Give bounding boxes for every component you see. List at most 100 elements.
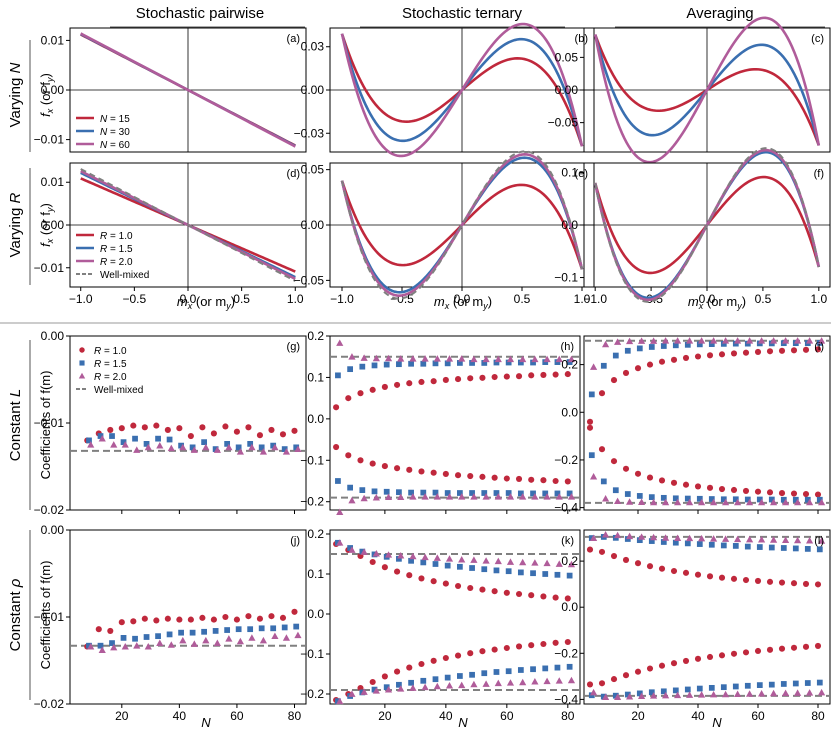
data-point-square xyxy=(768,544,775,551)
data-point-square xyxy=(493,490,500,496)
data-point-square xyxy=(469,671,475,678)
data-point-circle xyxy=(540,477,547,484)
data-point-square xyxy=(201,439,207,446)
y-tick-label: −0.01 xyxy=(34,261,65,275)
data-point-circle xyxy=(586,546,594,553)
data-point-square xyxy=(530,666,536,673)
data-point-circle xyxy=(95,626,102,633)
data-point-triangle xyxy=(144,443,152,451)
data-point-circle xyxy=(766,348,774,355)
data-point-triangle xyxy=(336,508,344,515)
data-point-triangle xyxy=(662,498,670,506)
data-point-circle xyxy=(658,565,666,572)
data-point-square xyxy=(505,568,512,575)
data-point-circle xyxy=(610,377,618,384)
data-point-square xyxy=(359,487,366,493)
y-tick-label: 0.00 xyxy=(41,329,65,343)
data-point-circle xyxy=(742,649,750,656)
plot-frame xyxy=(329,335,581,511)
x-tick-label: −1.0 xyxy=(69,292,93,306)
data-point-square xyxy=(396,489,402,496)
data-point-triangle xyxy=(470,355,478,363)
data-point-triangle xyxy=(519,355,527,363)
data-point-triangle xyxy=(602,494,610,502)
data-point-square xyxy=(566,663,573,670)
data-point-triangle xyxy=(794,337,802,344)
data-point-square xyxy=(624,691,631,698)
data-point-triangle xyxy=(248,443,256,451)
data-point-square xyxy=(166,436,173,443)
y-tick-label: −0.05 xyxy=(294,273,325,287)
data-point-triangle xyxy=(348,353,356,360)
legend: R = 1.0 R = 1.5 R = 2.0 Well-mixed xyxy=(76,346,143,396)
data-point-circle xyxy=(790,347,798,354)
x-axis-label-m: mx (or my) xyxy=(177,294,235,311)
x-tick-label: 40 xyxy=(691,709,705,723)
data-point-triangle xyxy=(360,354,368,361)
data-point-circle xyxy=(381,383,388,391)
data-point-triangle xyxy=(397,355,405,362)
data-point-circle xyxy=(141,615,148,622)
data-point-circle xyxy=(730,575,738,582)
data-point-circle xyxy=(814,581,822,588)
data-point-square xyxy=(720,684,727,691)
data-point-square xyxy=(247,441,254,447)
data-point-square xyxy=(554,490,561,497)
y-axis-label-f: fx (or fy) xyxy=(38,203,55,247)
panel-l: 0.2 0.0 −0.2 −0.4 20 40 60 80 (l) xyxy=(554,529,831,723)
data-point-circle xyxy=(528,642,535,649)
data-point-circle xyxy=(176,616,183,623)
data-point-circle xyxy=(467,375,474,382)
data-point-square xyxy=(816,679,823,686)
data-point-circle xyxy=(742,349,750,356)
data-point-triangle xyxy=(567,676,576,684)
data-point-square xyxy=(481,360,488,366)
data-point-triangle xyxy=(372,493,380,501)
data-point-triangle xyxy=(806,689,814,696)
data-point-triangle xyxy=(650,337,658,344)
data-point-circle xyxy=(381,673,388,680)
data-point-square xyxy=(636,690,643,697)
data-point-triangle xyxy=(531,678,539,685)
data-point-triangle xyxy=(506,355,515,363)
data-point-square xyxy=(780,496,787,503)
data-point-square xyxy=(816,546,823,553)
data-point-triangle xyxy=(236,637,244,645)
data-point-circle xyxy=(256,432,264,439)
data-point-triangle xyxy=(236,448,244,455)
y-tick-label: 0.00 xyxy=(41,83,65,97)
data-point-triangle xyxy=(698,337,706,344)
data-point-square xyxy=(396,361,402,368)
legend-label: R = 1.0 xyxy=(100,231,133,242)
data-point-circle xyxy=(268,426,275,434)
row-title-varying-r: Varying R xyxy=(7,192,24,257)
y-tick-label: 0.2 xyxy=(561,554,578,568)
data-point-triangle xyxy=(409,493,417,500)
data-point-circle xyxy=(682,481,690,488)
row-title-constant-rho: Constant ρ xyxy=(7,578,24,651)
data-point-triangle xyxy=(133,446,141,453)
data-point-triangle xyxy=(494,557,502,565)
data-point-square xyxy=(235,444,242,451)
panel-label: (b) xyxy=(575,33,588,45)
data-point-square xyxy=(566,572,573,579)
data-point-triangle xyxy=(271,632,279,640)
data-point-square xyxy=(792,545,799,552)
data-point-square xyxy=(396,555,402,562)
panel-e: 0.050.00−0.05−1.0 −0.5 0.0 0.5 1.0(e) xyxy=(294,150,595,306)
data-point-circle xyxy=(210,616,217,623)
data-point-circle xyxy=(718,652,726,659)
data-point-circle xyxy=(814,491,822,498)
data-point-circle xyxy=(646,474,654,481)
legend-label: Well-mixed xyxy=(94,385,143,396)
data-point-square xyxy=(109,433,115,439)
data-point-circle xyxy=(670,479,678,486)
data-point-circle xyxy=(682,569,690,576)
data-point-square xyxy=(600,478,607,485)
y-tick-label: 0.1 xyxy=(561,165,578,179)
data-point-triangle xyxy=(494,679,502,687)
data-point-triangle xyxy=(590,534,598,541)
y-tick-label: 0.00 xyxy=(41,523,65,537)
panel-j: 0.00 −0.01 −0.02 20 40 60 80 (j) xyxy=(34,523,307,723)
data-point-circle xyxy=(742,576,750,584)
